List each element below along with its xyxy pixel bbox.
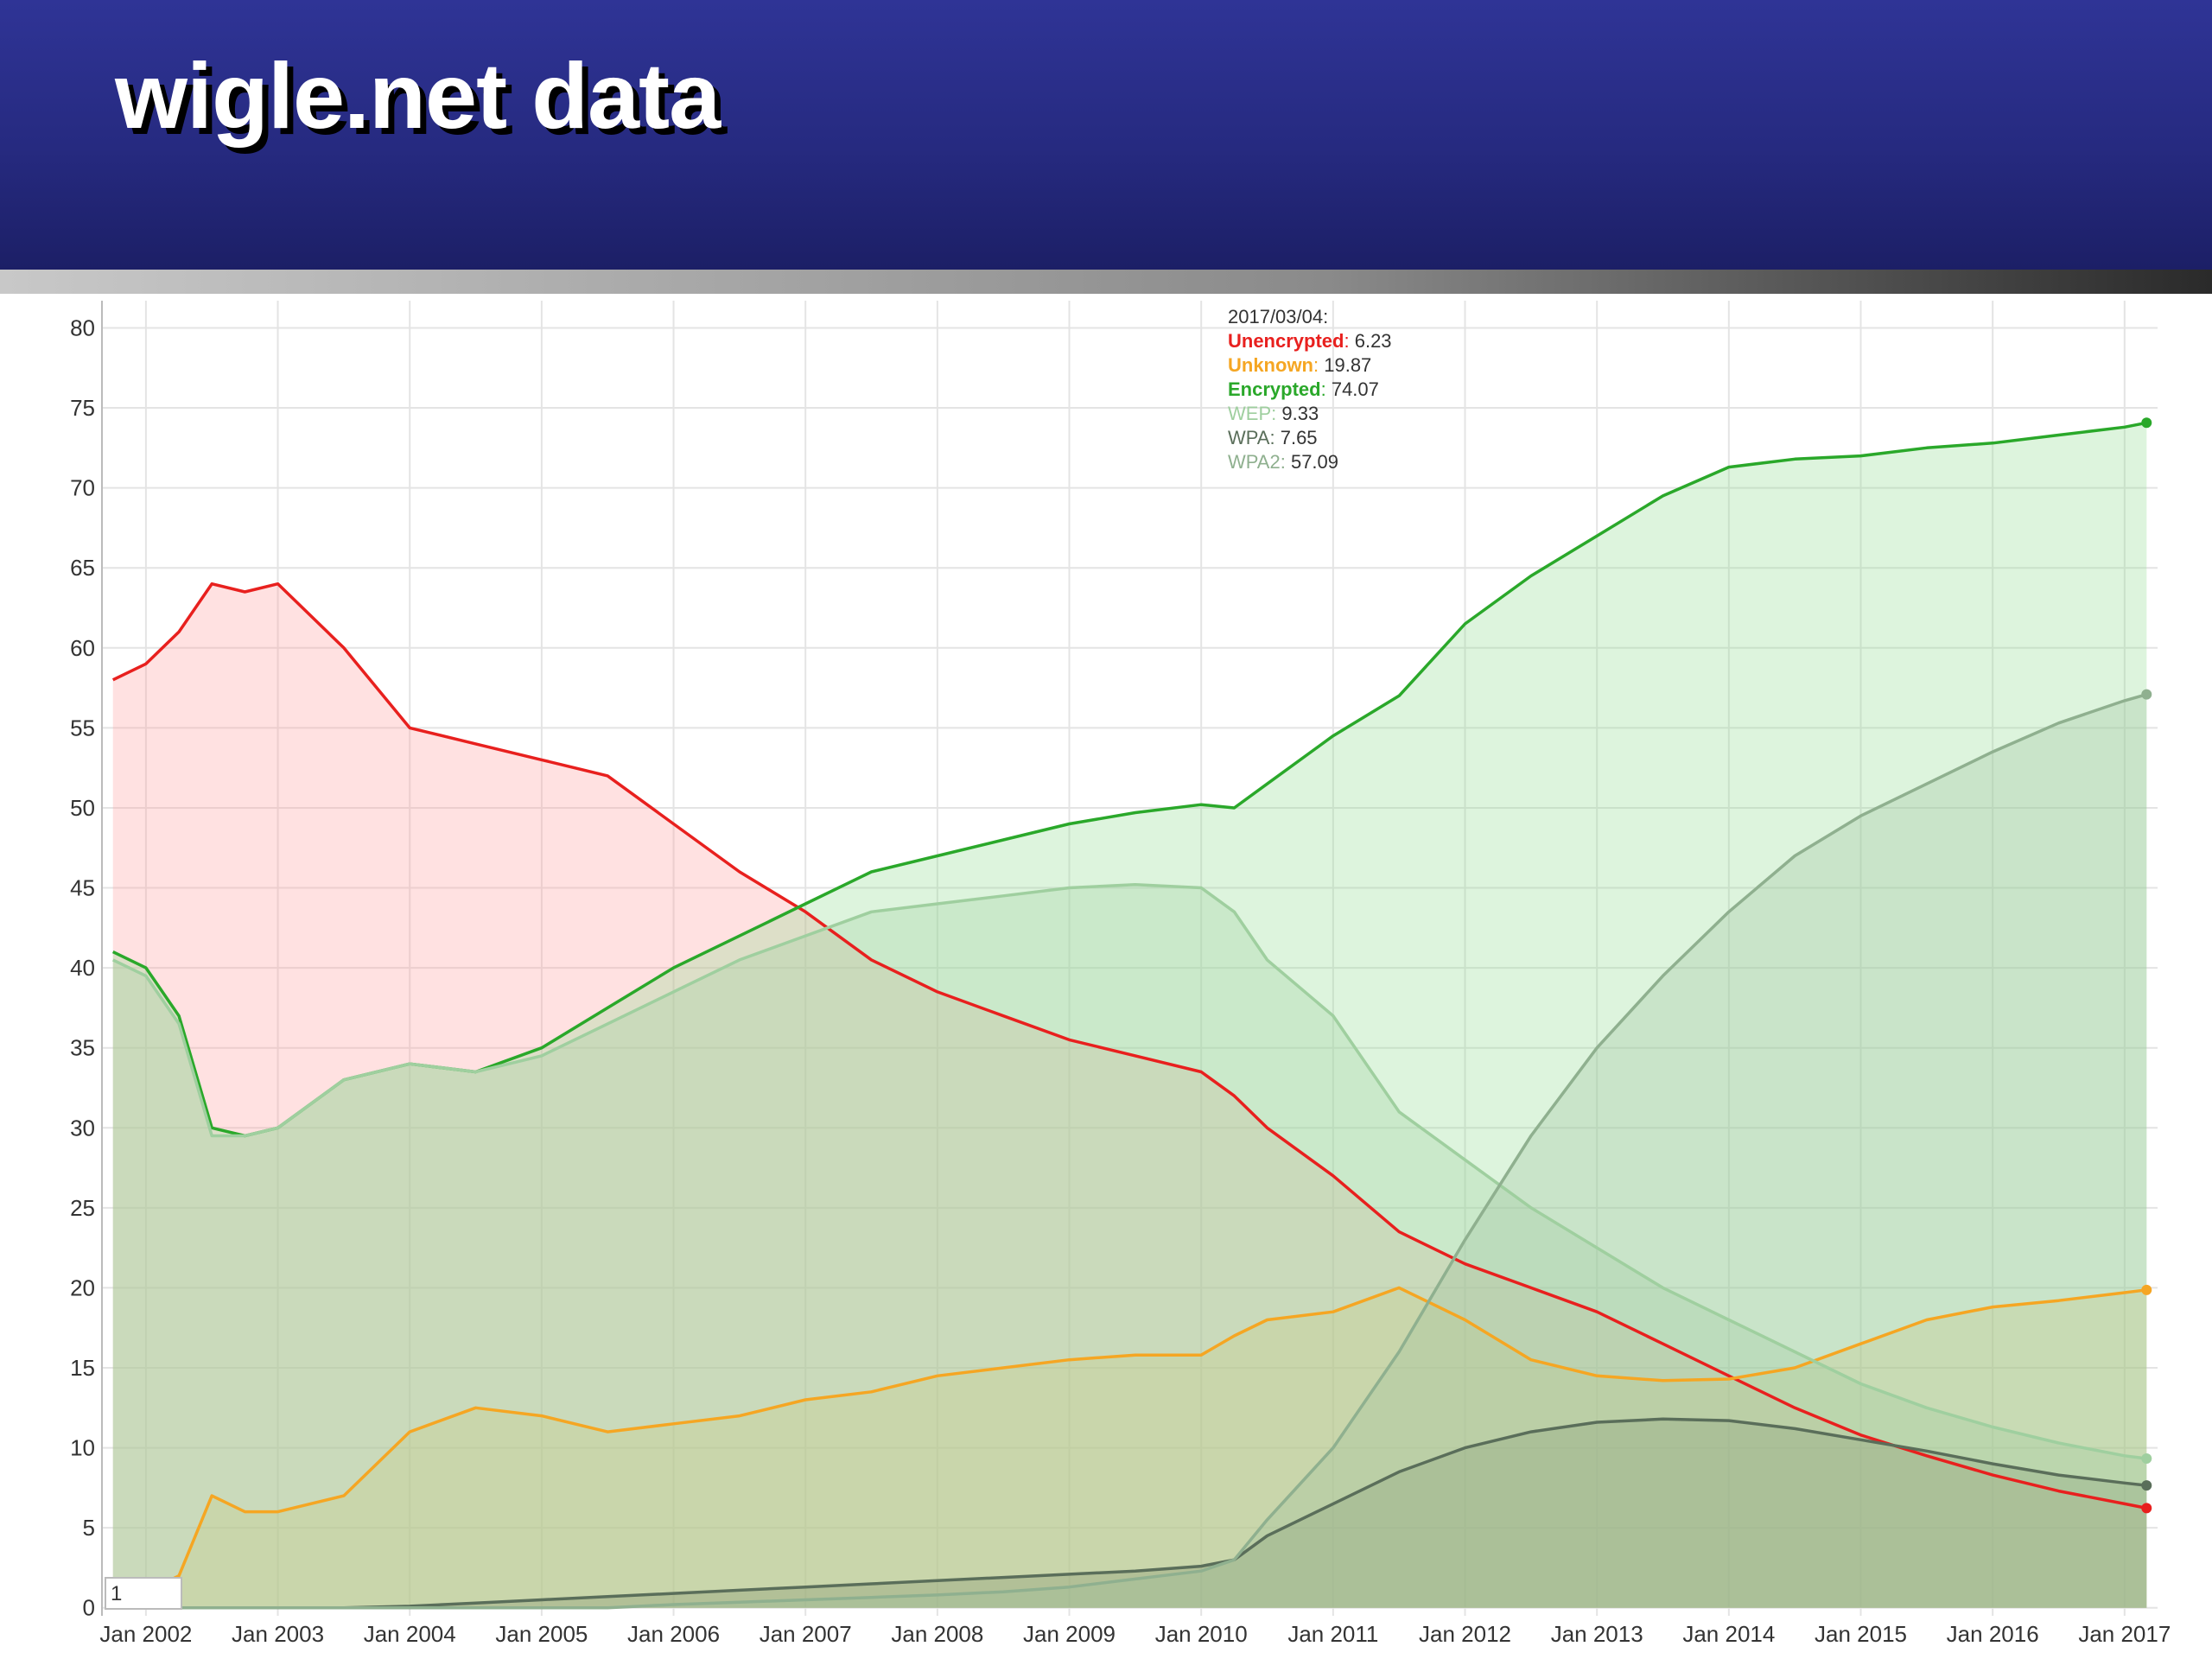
tooltip-series-name: WEP	[1228, 403, 1271, 424]
tooltip-value: 74.07	[1332, 378, 1379, 400]
y-tick-label: 50	[70, 795, 95, 821]
tooltip-sep: :	[1271, 403, 1281, 424]
end-point	[2141, 689, 2152, 700]
y-tick-label: 40	[70, 955, 95, 981]
series-line	[112, 1286, 2147, 1602]
y-tick-label: 5	[83, 1515, 95, 1541]
y-tick-label: 35	[70, 1035, 95, 1061]
slide-title: wigle.net data	[115, 43, 721, 148]
y-tick-label: 25	[70, 1195, 95, 1221]
x-tick-label: Jan 2012	[1419, 1621, 1511, 1647]
grid	[101, 301, 2158, 1616]
tooltip-sep: :	[1269, 427, 1280, 448]
tooltip-sep: :	[1313, 354, 1324, 376]
tooltip-row: WPA: 7.65	[1228, 427, 1318, 448]
area	[112, 884, 2147, 1608]
tooltip-row: Encrypted: 74.07	[1228, 378, 1379, 400]
tooltip-series-name: WPA2	[1228, 451, 1281, 473]
tooltip-sep: :	[1344, 330, 1354, 352]
area	[112, 423, 2147, 1608]
y-tick-label: 80	[70, 315, 95, 340]
x-tick-label: Jan 2016	[1947, 1621, 2039, 1647]
y-tick-label: 20	[70, 1274, 95, 1300]
x-tick-label: Jan 2004	[364, 1621, 456, 1647]
lines	[111, 417, 2152, 1610]
x-tick-label: Jan 2011	[1287, 1621, 1378, 1647]
tooltip-series-name: WPA	[1228, 427, 1270, 448]
x-tick-label: Jan 2017	[2078, 1621, 2171, 1647]
tooltip-row: WEP: 9.33	[1228, 403, 1319, 424]
tooltip-series-name: Encrypted	[1228, 378, 1321, 400]
end-point	[2141, 1284, 2152, 1295]
x-tick-label: Jan 2014	[1682, 1621, 1775, 1647]
y-tick-label: 10	[70, 1435, 95, 1461]
end-point	[2141, 1503, 2152, 1514]
x-tick-label: Jan 2003	[232, 1621, 324, 1647]
y-tick-label: 30	[70, 1115, 95, 1141]
tooltip-value: 9.33	[1281, 403, 1319, 424]
series-line	[111, 883, 2147, 1460]
x-tick-label: Jan 2013	[1551, 1621, 1643, 1647]
plot-area	[102, 301, 2158, 1616]
y-tick-label: 70	[70, 475, 95, 501]
tooltip-value: 19.87	[1324, 354, 1371, 376]
tooltip-value: 57.09	[1291, 451, 1338, 473]
range-input[interactable]	[105, 1577, 182, 1610]
tooltip-value: 7.65	[1281, 427, 1318, 448]
x-tick-label: Jan 2006	[627, 1621, 720, 1647]
y-tick-label: 45	[70, 875, 95, 901]
tooltip-row: WPA2: 57.09	[1228, 451, 1338, 473]
x-tick-label: Jan 2010	[1155, 1621, 1248, 1647]
x-tick-label: Jan 2009	[1023, 1621, 1116, 1647]
end-point	[2141, 417, 2152, 429]
range-input-text[interactable]: 1	[111, 1582, 122, 1605]
y-tick-label: 15	[70, 1355, 95, 1381]
x-tick-label: Jan 2007	[760, 1621, 852, 1647]
banner: wigle.net data	[0, 0, 2212, 270]
tooltip-sep: :	[1281, 451, 1291, 473]
y-tick-label: 55	[70, 715, 95, 741]
y-tick-label: 75	[70, 395, 95, 421]
x-tick-label: Jan 2015	[1815, 1621, 1907, 1647]
y-tick-label: 65	[70, 555, 95, 581]
x-tick-label: Jan 2005	[495, 1621, 588, 1647]
y-tick-label: 60	[70, 635, 95, 661]
area	[112, 583, 2147, 1608]
tooltip-sep: :	[1321, 378, 1332, 400]
labels: 0 5 10 15 20 25 30 35 40 45 50 55 60 65 70 75 80 Jan 2002…	[70, 315, 2171, 1647]
tooltip-row: Unencrypted: 6.23	[1228, 330, 1392, 352]
series-line	[112, 693, 2147, 1610]
end-point	[2141, 1480, 2152, 1491]
divider	[0, 270, 2212, 294]
x-tick-label: Jan 2002	[99, 1621, 192, 1647]
x-tick-label: Jan 2008	[891, 1621, 983, 1647]
tooltip-date: 2017/03/04:	[1228, 306, 1328, 327]
tooltip-row: Unknown: 19.87	[1228, 354, 1371, 376]
end-point	[2141, 1452, 2152, 1464]
y-tick-label: 0	[83, 1595, 95, 1621]
tooltip-series-name: Unknown	[1228, 354, 1313, 376]
tooltip-series-name: Unencrypted	[1228, 330, 1344, 352]
series-line	[111, 582, 2147, 1510]
tooltip-value: 6.23	[1355, 330, 1392, 352]
area	[112, 1287, 2147, 1608]
area	[112, 1419, 2147, 1608]
